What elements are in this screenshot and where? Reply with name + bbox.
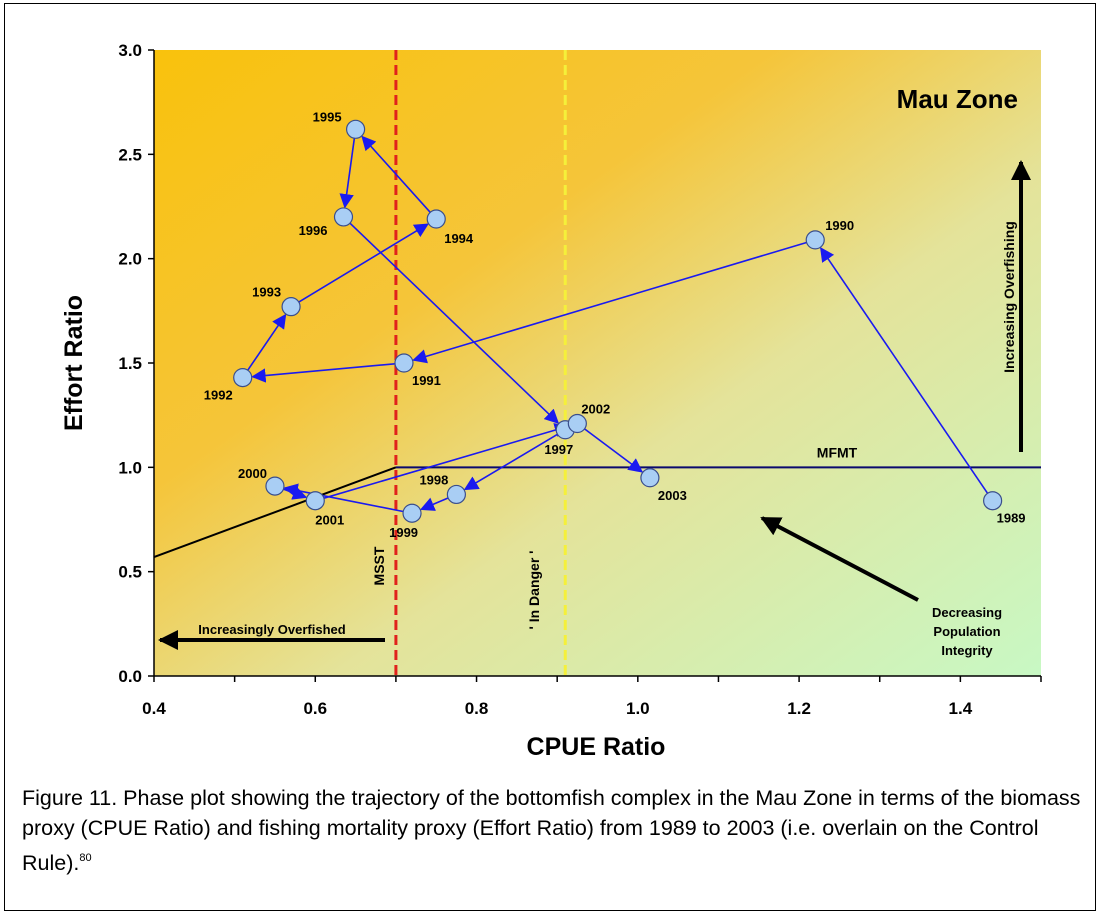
y-tick-label-0.5: 0.5 <box>118 563 142 582</box>
trajectory-segment-1990-1991 <box>412 241 807 364</box>
decreasing-population-integrity-annotation: Decreasing Population Integrity <box>760 516 1002 658</box>
trajectory-segment-1997-1998 <box>463 433 558 491</box>
y-axis-label: Effort Ratio <box>60 295 88 431</box>
trajectory-segment-1989-1990 <box>820 246 989 494</box>
point-2000 <box>265 476 285 496</box>
trajectory-group: 1989 1990 1991 1992 1993 1994 1995 1996 1997 1998… <box>204 109 1026 540</box>
trajectory-segment-2002-2003 <box>584 428 644 473</box>
control-rule-ramp-line <box>153 466 397 558</box>
trajectory-segment-1994-1995 <box>361 135 431 213</box>
point-1991 <box>394 353 414 373</box>
point-2002 <box>567 413 587 434</box>
increasingly-overfished-label: Increasingly Overfished <box>198 622 345 637</box>
caption-footnote: 80 <box>79 852 92 864</box>
plot-area-background <box>154 50 1041 676</box>
point-label-1994: 1994 <box>444 231 474 246</box>
point-1990 <box>805 230 825 250</box>
point-1993 <box>281 297 301 317</box>
y-tick-label-2.5: 2.5 <box>118 145 142 164</box>
figure-caption: Figure 11. Phase plot showing the trajec… <box>22 783 1082 878</box>
point-label-1997: 1997 <box>544 442 573 457</box>
point-1995 <box>345 119 366 139</box>
trajectory-segment-1996-1997 <box>349 222 560 424</box>
point-2003 <box>640 468 660 488</box>
point-label-1996: 1996 <box>299 223 328 238</box>
y-tick-label-1.0: 1.0 <box>118 458 142 477</box>
axes-group: 0.0 0.5 1.0 1.5 2.0 2.5 3.0 0.4 0.6 0.8 1.0 1.2 1.4 <box>118 41 1042 718</box>
y-tick-label-2.0: 2.0 <box>118 250 142 269</box>
y-tick-label-3.0: 3.0 <box>118 41 142 60</box>
y-tick-label-0.0: 0.0 <box>118 667 142 686</box>
x-tick-label-0.4: 0.4 <box>142 699 166 718</box>
y-tick-label-1.5: 1.5 <box>118 354 142 373</box>
chart-title: Mau Zone <box>897 84 1018 114</box>
point-label-1992: 1992 <box>204 388 233 403</box>
point-1992 <box>233 368 253 388</box>
x-tick-label-1.4: 1.4 <box>949 699 973 718</box>
point-label-2000: 2000 <box>238 466 267 481</box>
point-label-2003: 2003 <box>658 488 687 503</box>
x-tick-label-0.8: 0.8 <box>465 699 489 718</box>
increasingly-overfished-annotation: Increasingly Overfished <box>158 622 385 650</box>
trajectory-segment-1995-1996 <box>339 138 356 209</box>
increasing-overfishing-label: Increasing Overfishing <box>1001 221 1017 373</box>
figure-frame <box>4 3 1096 911</box>
point-label-1995: 1995 <box>313 109 342 124</box>
trajectory-segment-1993-1994 <box>298 223 429 303</box>
trajectory-segment-1992-1993 <box>247 313 287 371</box>
point-1994 <box>426 209 446 229</box>
trajectory-segment-1991-1992 <box>251 363 396 383</box>
decreasing-population-integrity-line-1: Decreasing <box>932 605 1002 620</box>
point-1998 <box>446 484 466 505</box>
msst-label: MSST <box>371 546 387 585</box>
increasing-overfishing-annotation: Increasing Overfishing <box>1001 160 1031 452</box>
x-axis-label: CPUE Ratio <box>527 733 666 761</box>
point-label-1993: 1993 <box>252 285 281 300</box>
point-label-1990: 1990 <box>825 218 854 233</box>
point-label-1989: 1989 <box>997 511 1026 526</box>
decreasing-population-integrity-line-3: Integrity <box>941 643 993 658</box>
decreasing-population-integrity-line-2: Population <box>933 624 1000 639</box>
caption-text: Figure 11. Phase plot showing the trajec… <box>22 786 1081 875</box>
trajectory-segment-2001-2002 <box>323 423 570 499</box>
decreasing-population-integrity-arrow <box>760 516 919 602</box>
in-danger-label: ' In Danger ' <box>526 550 542 629</box>
point-2001 <box>305 491 325 511</box>
point-label-1998: 1998 <box>419 472 448 487</box>
point-label-2002: 2002 <box>581 402 610 417</box>
point-1989 <box>983 491 1003 511</box>
point-label-2001: 2001 <box>315 513 344 528</box>
x-tick-label-0.6: 0.6 <box>303 699 327 718</box>
mfmt-label: MFMT <box>817 444 858 460</box>
trajectory-segment-1998-1999 <box>419 497 449 511</box>
x-tick-label-1.2: 1.2 <box>787 699 811 718</box>
point-1999 <box>402 503 422 523</box>
x-tick-label-1.0: 1.0 <box>626 699 650 718</box>
trajectory-segment-2000-2001 <box>283 486 308 500</box>
point-1996 <box>333 207 354 227</box>
point-label-1999: 1999 <box>389 525 418 540</box>
point-label-1991: 1991 <box>412 373 441 388</box>
